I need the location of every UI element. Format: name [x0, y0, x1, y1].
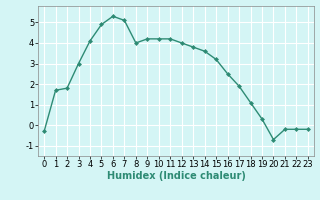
X-axis label: Humidex (Indice chaleur): Humidex (Indice chaleur): [107, 171, 245, 181]
